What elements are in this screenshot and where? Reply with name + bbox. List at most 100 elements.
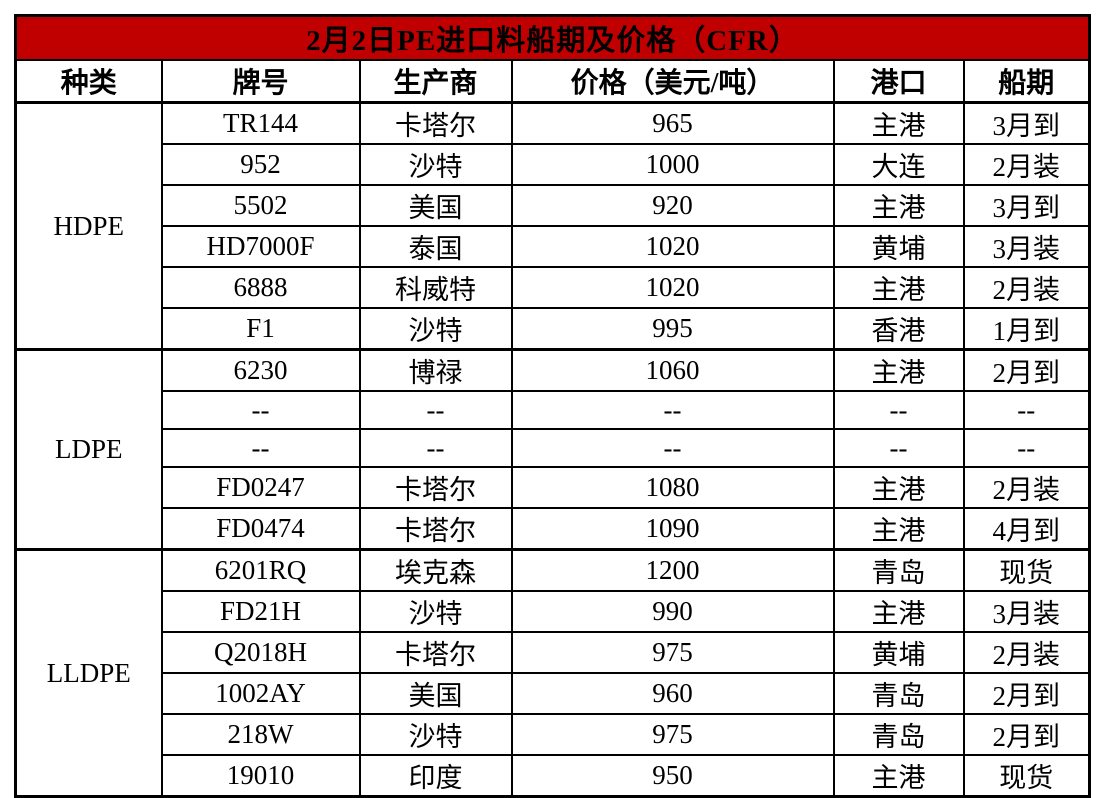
- cell-price: 965: [510, 101, 835, 145]
- table-row: LLDPE 6201RQ 埃克森 1200 青岛 现货: [14, 548, 1091, 798]
- category-cell-ldpe: LDPE: [14, 348, 163, 551]
- cell-grade: Q2018H: [160, 631, 361, 674]
- cell-price: 1020: [510, 266, 835, 309]
- cell-port: 主港: [832, 266, 965, 309]
- cell-producer: 沙特: [358, 713, 513, 756]
- cell-producer: 沙特: [358, 307, 513, 351]
- cell-shipdate: 2月装: [962, 143, 1091, 186]
- table-row: 5502 美国 920 主港 3月到: [16, 184, 1091, 227]
- col-header-port: 港口: [832, 59, 965, 104]
- col-header-shipdate: 船期: [962, 59, 1091, 104]
- cell-price: 975: [510, 631, 835, 674]
- cell-producer: 卡塔尔: [358, 466, 513, 509]
- table-title: 2月2日PE进口料船期及价格（CFR）: [14, 14, 1091, 61]
- cell-grade: HD7000F: [160, 225, 361, 268]
- cell-port: 青岛: [832, 713, 965, 756]
- table-row: FD0474 卡塔尔 1090 主港 4月到: [16, 507, 1091, 551]
- cell-price: 995: [510, 307, 835, 351]
- cell-grade: --: [160, 390, 361, 430]
- cell-producer: 科威特: [358, 266, 513, 309]
- cell-port: 青岛: [832, 548, 965, 592]
- cell-grade: F1: [160, 307, 361, 351]
- cell-shipdate: 现货: [962, 548, 1091, 592]
- cell-port: 主港: [832, 754, 965, 798]
- cell-grade: 19010: [160, 754, 361, 798]
- col-header-producer: 生产商: [358, 59, 513, 104]
- cell-price: 960: [510, 672, 835, 715]
- col-header-category: 种类: [14, 59, 163, 104]
- cell-shipdate: --: [962, 390, 1091, 430]
- cell-grade: --: [160, 428, 361, 468]
- table-row: 6888 科威特 1020 主港 2月装: [16, 266, 1091, 309]
- cell-producer: 卡塔尔: [358, 507, 513, 551]
- cell-shipdate: 2月到: [962, 713, 1091, 756]
- cell-price: 1090: [510, 507, 835, 551]
- category-cell-lldpe: LLDPE: [14, 548, 163, 798]
- cell-producer: 美国: [358, 184, 513, 227]
- cell-shipdate: 2月装: [962, 631, 1091, 674]
- cell-producer: 美国: [358, 672, 513, 715]
- cell-price: 1020: [510, 225, 835, 268]
- cell-shipdate: 3月装: [962, 590, 1091, 633]
- cell-port: 主港: [832, 466, 965, 509]
- pe-price-table: 2月2日PE进口料船期及价格（CFR） 种类 牌号 生产商 价格（美元/吨） 港…: [14, 14, 1092, 798]
- cell-producer: 沙特: [358, 590, 513, 633]
- cell-shipdate: 1月到: [962, 307, 1091, 351]
- cell-shipdate: 2月到: [962, 672, 1091, 715]
- table-row: F1 沙特 995 香港 1月到: [16, 307, 1091, 351]
- cell-price: 1200: [510, 548, 835, 592]
- cell-port: 香港: [832, 307, 965, 351]
- table-row: 19010 印度 950 主港 现货: [16, 754, 1091, 798]
- table-row: 218W 沙特 975 青岛 2月到: [16, 713, 1091, 756]
- cell-port: 大连: [832, 143, 965, 186]
- table-row: 952 沙特 1000 大连 2月装: [16, 143, 1091, 186]
- cell-shipdate: 2月到: [962, 348, 1091, 392]
- table-row: LDPE 6230 博禄 1060 主港 2月到: [14, 348, 1091, 551]
- cell-port: 主港: [832, 348, 965, 392]
- table-row: HD7000F 泰国 1020 黄埔 3月装: [16, 225, 1091, 268]
- cell-shipdate: 3月到: [962, 101, 1091, 145]
- cell-port: 主港: [832, 590, 965, 633]
- cell-producer: 印度: [358, 754, 513, 798]
- cell-grade: 6888: [160, 266, 361, 309]
- cell-producer: 沙特: [358, 143, 513, 186]
- cell-grade: FD21H: [160, 590, 361, 633]
- cell-shipdate: 现货: [962, 754, 1091, 798]
- cell-price: 920: [510, 184, 835, 227]
- cell-shipdate: 3月装: [962, 225, 1091, 268]
- cell-price: 1080: [510, 466, 835, 509]
- cell-grade: 6201RQ: [160, 548, 361, 592]
- cell-port: 主港: [832, 507, 965, 551]
- cell-shipdate: --: [962, 428, 1091, 468]
- table-row: -- -- -- -- --: [16, 390, 1091, 430]
- title-row: 2月2日PE进口料船期及价格（CFR）: [14, 14, 1091, 61]
- cell-grade: 218W: [160, 713, 361, 756]
- cell-price: 975: [510, 713, 835, 756]
- cell-port: --: [832, 428, 965, 468]
- cell-port: --: [832, 390, 965, 430]
- cell-shipdate: 4月到: [962, 507, 1091, 551]
- cell-grade: 5502: [160, 184, 361, 227]
- cell-price: 1000: [510, 143, 835, 186]
- col-header-price: 价格（美元/吨）: [510, 59, 835, 104]
- col-header-grade: 牌号: [160, 59, 361, 104]
- cell-shipdate: 3月到: [962, 184, 1091, 227]
- cell-shipdate: 2月装: [962, 266, 1091, 309]
- cell-grade: TR144: [160, 101, 361, 145]
- cell-price: 990: [510, 590, 835, 633]
- cell-price: --: [510, 428, 835, 468]
- cell-producer: 卡塔尔: [358, 101, 513, 145]
- cell-grade: 6230: [160, 348, 361, 392]
- cell-grade: 952: [160, 143, 361, 186]
- header-row: 种类 牌号 生产商 价格（美元/吨） 港口 船期: [14, 59, 1091, 104]
- cell-price: 1060: [510, 348, 835, 392]
- cell-port: 黄埔: [832, 225, 965, 268]
- cell-port: 黄埔: [832, 631, 965, 674]
- cell-port: 主港: [832, 101, 965, 145]
- table-row: Q2018H 卡塔尔 975 黄埔 2月装: [16, 631, 1091, 674]
- cell-producer: 博禄: [358, 348, 513, 392]
- cell-grade: FD0247: [160, 466, 361, 509]
- cell-producer: 泰国: [358, 225, 513, 268]
- cell-shipdate: 2月装: [962, 466, 1091, 509]
